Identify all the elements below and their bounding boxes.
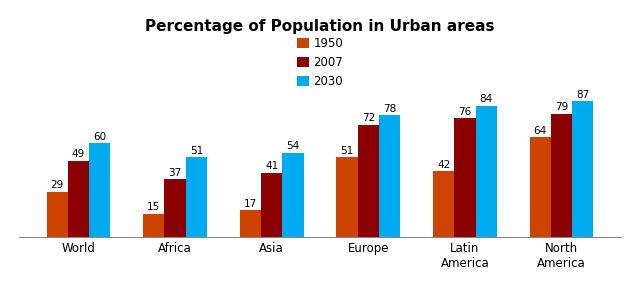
Bar — [89, 143, 110, 237]
Text: 76: 76 — [458, 107, 472, 117]
Bar — [186, 158, 207, 237]
Bar — [572, 101, 593, 237]
Bar — [454, 118, 476, 237]
Bar — [551, 114, 572, 237]
Bar — [164, 179, 186, 237]
Bar — [476, 106, 497, 237]
Text: 41: 41 — [265, 162, 278, 171]
Bar — [47, 192, 68, 237]
Text: 15: 15 — [147, 202, 161, 212]
Text: 17: 17 — [244, 199, 257, 209]
Text: 49: 49 — [72, 149, 85, 159]
Bar — [261, 173, 282, 237]
Text: 51: 51 — [189, 146, 203, 156]
Text: 64: 64 — [534, 125, 547, 136]
Text: 84: 84 — [479, 94, 493, 104]
Bar — [337, 158, 358, 237]
Bar — [379, 115, 400, 237]
Bar — [433, 171, 454, 237]
Text: 72: 72 — [362, 113, 375, 123]
Text: 79: 79 — [555, 102, 568, 112]
Bar — [282, 153, 303, 237]
Text: 54: 54 — [286, 141, 300, 151]
Bar — [68, 160, 89, 237]
Legend: 1950, 2007, 2030: 1950, 2007, 2030 — [297, 37, 343, 88]
Text: 78: 78 — [383, 104, 396, 114]
Bar — [143, 214, 164, 237]
Bar — [240, 210, 261, 237]
Text: 87: 87 — [576, 90, 589, 100]
Bar — [530, 137, 551, 237]
Text: 51: 51 — [340, 146, 354, 156]
Text: 60: 60 — [93, 132, 106, 142]
Title: Percentage of Population in Urban areas: Percentage of Population in Urban areas — [145, 19, 495, 34]
Text: 42: 42 — [437, 160, 451, 170]
Text: 37: 37 — [168, 168, 182, 178]
Bar — [358, 125, 379, 237]
Text: 29: 29 — [51, 180, 64, 190]
